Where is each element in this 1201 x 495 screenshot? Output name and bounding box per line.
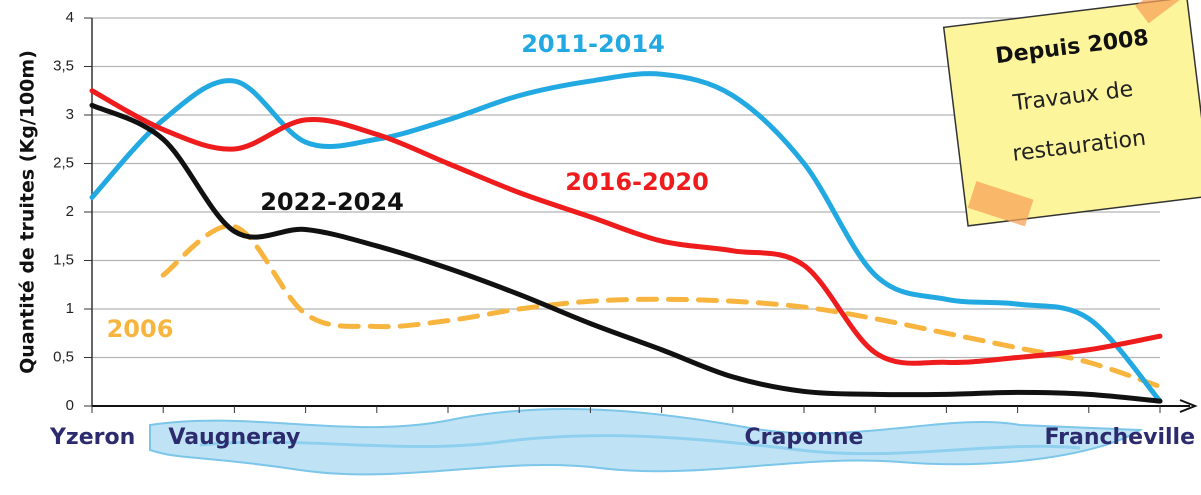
y-tick-label: 0,5: [53, 348, 74, 365]
y-tick-label: 4: [66, 9, 74, 26]
y-axis-label: Quantité de truites (Kg/100m): [17, 50, 39, 374]
y-tick-label: 3,5: [53, 57, 74, 74]
series-label: 2016-2020: [565, 168, 709, 196]
series-label: 2022-2024: [260, 188, 404, 216]
x-tick-label: Vaugneray: [168, 425, 300, 450]
series-line: [163, 226, 1160, 387]
x-tick-label: Francheville: [1045, 425, 1196, 450]
series-label: 2011-2014: [521, 30, 665, 58]
series-label: 2006: [107, 315, 174, 343]
y-tick-label: 2: [66, 203, 74, 220]
y-tick-label: 2,5: [53, 154, 74, 171]
y-tick-label: 1: [66, 300, 74, 317]
chart: Quantité de truites (Kg/100m) 0 0,5 1 1,5 2 2…: [0, 0, 1201, 495]
y-tick-label: 3: [66, 106, 74, 123]
x-tick-label: Yzeron: [49, 425, 135, 450]
y-tick-label: 1,5: [53, 251, 74, 268]
y-tick-label: 0: [66, 397, 74, 414]
note: Depuis 2008 Travaux de restauration: [941, 0, 1201, 233]
x-tick-label: Craponne: [745, 425, 864, 450]
